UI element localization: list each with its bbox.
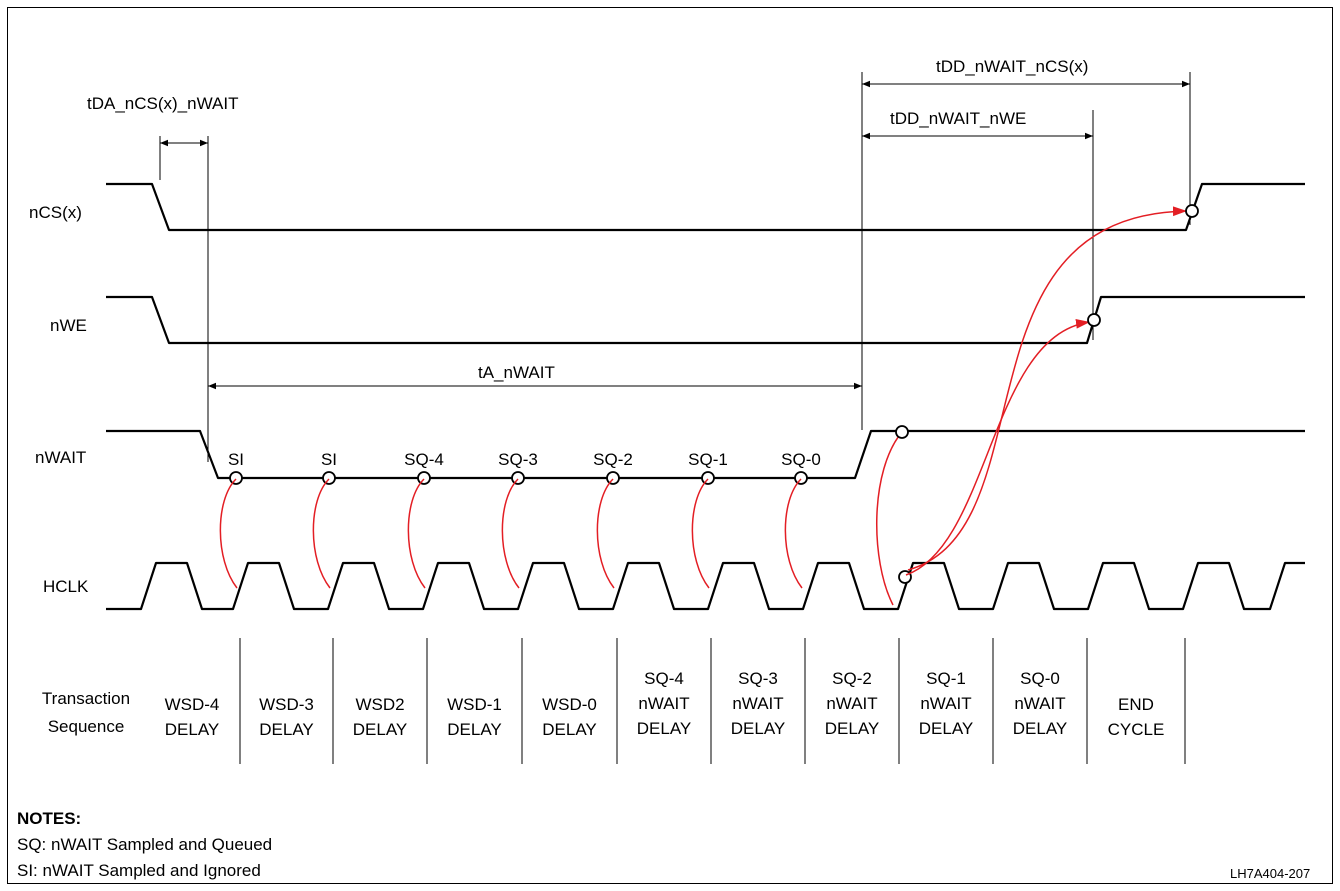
to-nwe-arrow xyxy=(905,318,1091,576)
transaction-cell-text: DELAY xyxy=(447,720,502,739)
transaction-cell-text: SQ-3 xyxy=(738,669,778,688)
transaction-cell-text: WSD-3 xyxy=(259,695,314,714)
signal-label-nwe: nWE xyxy=(50,316,87,335)
transaction-cell-text: DELAY xyxy=(353,720,408,739)
sample-dot xyxy=(701,471,715,485)
transaction-cell-text: nWAIT xyxy=(826,694,877,713)
sample-label: SI xyxy=(321,450,337,469)
sample-label: SQ-1 xyxy=(688,450,728,469)
note-sq: SQ: nWAIT Sampled and Queued xyxy=(17,835,272,854)
causal-arrows xyxy=(219,206,1188,606)
transaction-cell-text: WSD2 xyxy=(355,695,404,714)
figure-border xyxy=(7,7,1333,884)
transaction-cell-text: nWAIT xyxy=(920,694,971,713)
nwe-deassert-point xyxy=(1087,313,1101,327)
sample-dot xyxy=(417,471,431,485)
transaction-cell-text: CYCLE xyxy=(1108,720,1165,739)
hclk-sample-point xyxy=(898,570,912,584)
note-si: SI: nWAIT Sampled and Ignored xyxy=(17,861,261,880)
transaction-cell-text: WSD-4 xyxy=(165,695,220,714)
sample-label: SQ-4 xyxy=(404,450,444,469)
transaction-cell-text: nWAIT xyxy=(638,694,689,713)
sample-arc xyxy=(784,478,803,589)
sample-arc xyxy=(596,478,615,589)
sample-dot xyxy=(511,471,525,485)
transaction-cell-text: DELAY xyxy=(259,720,314,739)
sample-arc xyxy=(219,478,238,589)
transaction-cell-text: SQ-2 xyxy=(832,669,872,688)
transaction-cell-text: nWAIT xyxy=(1014,694,1065,713)
notes-title: NOTES: xyxy=(17,809,81,828)
nwait-deassert-arc xyxy=(876,431,903,606)
sample-dot xyxy=(322,471,336,485)
sample-label: SI xyxy=(228,450,244,469)
transaction-cell-text: WSD-0 xyxy=(542,695,597,714)
sample-label: SQ-0 xyxy=(781,450,821,469)
transaction-sequence: Transaction Sequence WSD-4 DELAY WSD-3 DELA… xyxy=(42,638,1186,764)
transaction-cell-text: DELAY xyxy=(825,719,880,738)
nwe-waveform xyxy=(106,295,1305,345)
ncs-waveform xyxy=(106,182,1305,232)
transaction-cell-text: SQ-1 xyxy=(926,669,966,688)
timing-label-tdd-nwe: tDD_nWAIT_nWE xyxy=(890,109,1026,128)
sample-arc xyxy=(691,478,710,589)
transaction-cell-text: DELAY xyxy=(731,719,786,738)
sample-arc xyxy=(407,478,426,589)
sample-points: SI SI SQ-4 SQ-3 SQ-2 SQ-1 SQ-0 xyxy=(228,450,912,584)
sample-dot xyxy=(606,471,620,485)
sample-arc xyxy=(501,478,520,589)
transaction-cell-text: nWAIT xyxy=(732,694,783,713)
transaction-label-line1: Transaction xyxy=(42,689,130,708)
transaction-cell-text: SQ-4 xyxy=(644,669,684,688)
sample-arc xyxy=(312,478,331,589)
transaction-cell-text: DELAY xyxy=(542,720,597,739)
timing-label-tdd-ncs: tDD_nWAIT_nCS(x) xyxy=(936,57,1088,76)
transaction-cell-text: WSD-1 xyxy=(447,695,502,714)
signal-label-hclk: HCLK xyxy=(43,577,89,596)
signal-label-nwait: nWAIT xyxy=(35,448,86,467)
transaction-cell-text: DELAY xyxy=(919,719,974,738)
ncs-deassert-point xyxy=(1185,204,1199,218)
nwait-deassert-point xyxy=(895,425,909,439)
transaction-label-line2: Sequence xyxy=(48,717,125,736)
sample-dot xyxy=(229,471,243,485)
transaction-cell-text: DELAY xyxy=(1013,719,1068,738)
hclk-waveform xyxy=(106,561,1305,611)
sample-label: SQ-2 xyxy=(593,450,633,469)
transaction-cell-text: SQ-0 xyxy=(1020,669,1060,688)
timing-label-ta: tA_nWAIT xyxy=(478,363,555,382)
sample-dot xyxy=(794,471,808,485)
timing-label-tda: tDA_nCS(x)_nWAIT xyxy=(87,94,238,113)
nwait-waveform xyxy=(106,429,1305,480)
transaction-cell-text: DELAY xyxy=(165,720,220,739)
signal-label-ncs: nCS(x) xyxy=(29,203,82,222)
transaction-cell-text: END xyxy=(1118,695,1154,714)
sample-label: SQ-3 xyxy=(498,450,538,469)
figure-id: LH7A404-207 xyxy=(1230,866,1310,881)
transaction-cell-text: DELAY xyxy=(637,719,692,738)
to-ncs-arrow xyxy=(907,206,1188,571)
